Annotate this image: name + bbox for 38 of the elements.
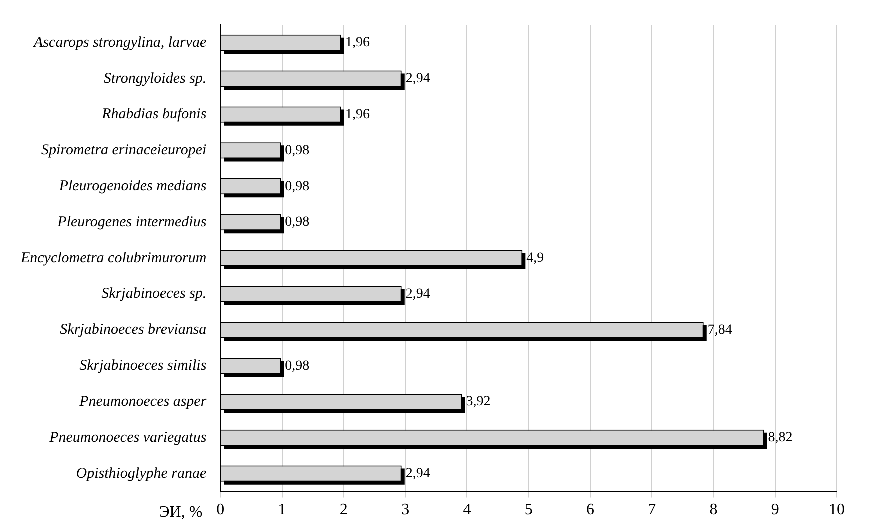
data-label: 2,94	[406, 466, 430, 482]
x-tick-label: 9	[771, 502, 780, 519]
x-tick-label: 7	[648, 502, 656, 519]
y-tick-label: Skrjabinoeces sp.	[102, 286, 207, 302]
y-tick-label: Opisthioglyphe ranae	[76, 466, 207, 482]
data-label: 7,84	[708, 322, 732, 338]
y-tick-label: Ascarops strongylina, larvae	[33, 34, 208, 51]
x-tick-label: 4	[463, 502, 472, 519]
data-label: 2,94	[406, 72, 430, 87]
data-label: 0,98	[285, 143, 310, 158]
data-label: 1,96	[345, 107, 370, 122]
y-tick-label: Skrjabinoeces breviansa	[60, 322, 207, 338]
y-tick-label: Pleurogenoides medians	[58, 178, 207, 195]
x-tick-label: 0	[216, 502, 225, 519]
x-axis-title: ЭИ, %	[159, 504, 203, 522]
y-tick-label: Strongyloides sp.	[104, 70, 207, 87]
data-label: 0,98	[285, 358, 310, 374]
data-label: 2,94	[406, 286, 430, 302]
y-tick-label: Spirometra erinaceieuropei	[42, 142, 207, 159]
y-tick-label: Pleurogenes intermedius	[56, 214, 207, 230]
data-label: 8,82	[768, 430, 793, 446]
data-label: 3,92	[466, 394, 491, 410]
data-label: 0,98	[285, 179, 310, 194]
y-tick-label: Skrjabinoeces similis	[80, 358, 207, 374]
x-tick-label: 5	[524, 502, 533, 519]
x-tick-label: 1	[278, 502, 286, 519]
y-tick-label: Rhabdias bufonis	[101, 106, 207, 123]
x-tick-label: 2	[340, 502, 348, 519]
y-tick-label: Pneumonoeces asper	[78, 394, 207, 410]
data-label: 1,96	[345, 36, 370, 51]
data-label: 4,9	[526, 251, 544, 266]
x-tick-label: 8	[710, 502, 718, 519]
y-tick-label: Encyclometra colubrimurorum	[20, 250, 207, 266]
data-label: 0,98	[285, 215, 310, 230]
x-tick-label: 6	[586, 502, 594, 519]
y-tick-label: Pneumonoeces variegatus	[48, 430, 207, 446]
x-tick-label: 3	[402, 502, 410, 519]
x-tick-label: 10	[829, 502, 845, 519]
